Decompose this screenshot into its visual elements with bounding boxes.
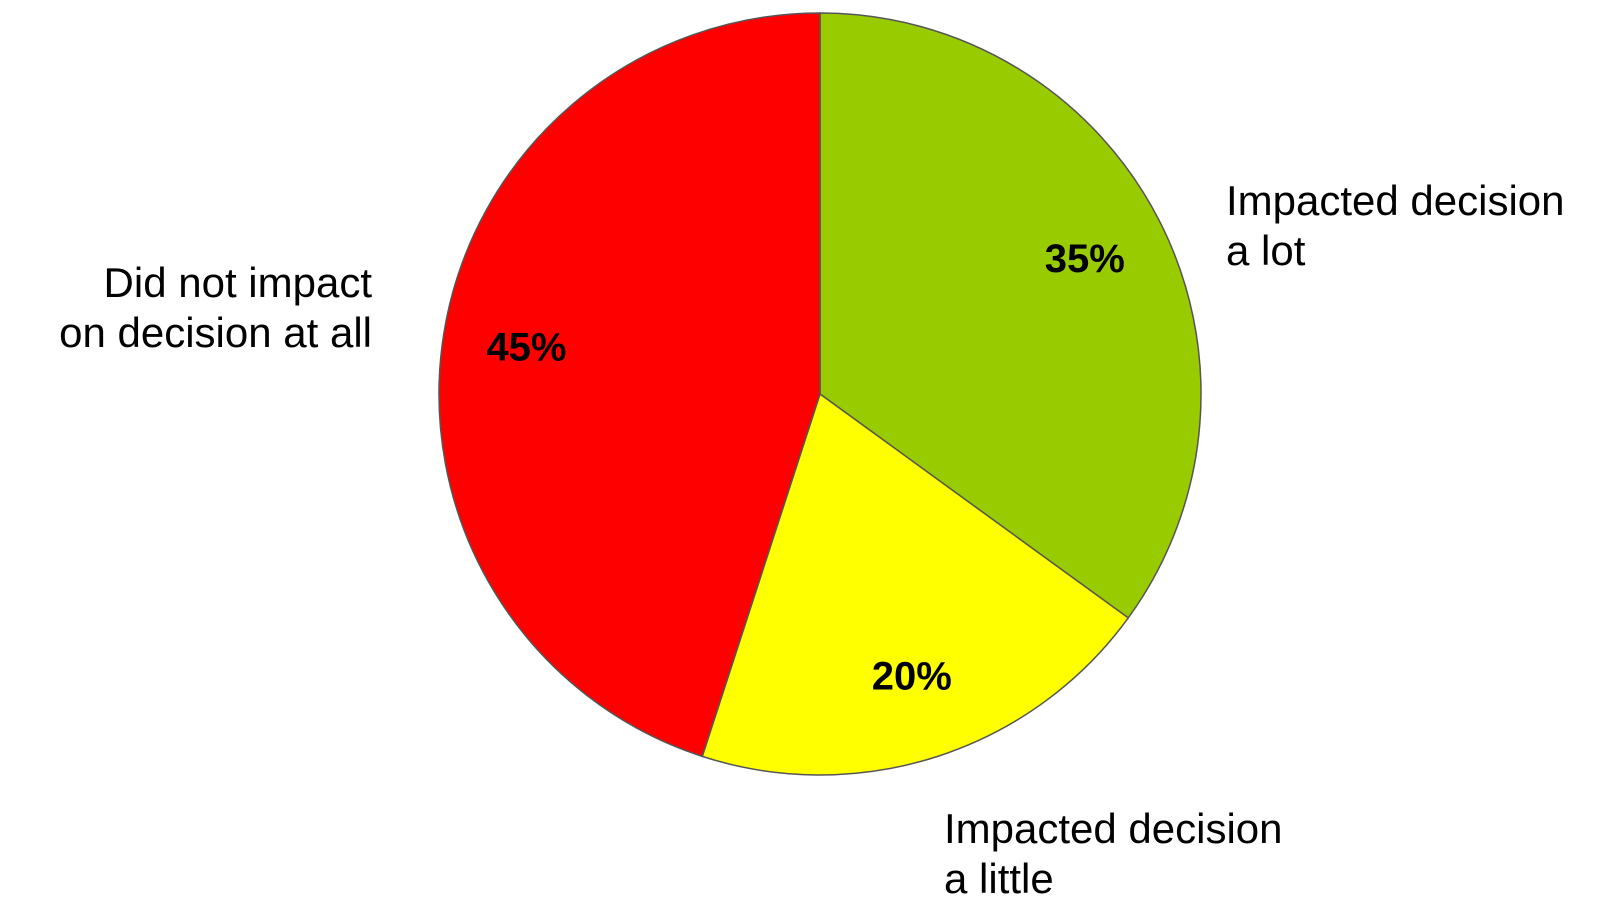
pie-value-label-lot: 35%	[1045, 237, 1125, 281]
pie-slice-lot	[819, 12, 1202, 619]
category-label-none: Did not impact on decision at all	[59, 258, 372, 357]
pie-slice-little	[701, 392, 1130, 776]
category-label-little: Impacted decision a little	[944, 804, 1283, 903]
category-label-little-line2: a little	[944, 854, 1054, 902]
pie-value-label-none: 45%	[486, 326, 566, 370]
category-label-none-line1: Did not impact	[103, 259, 372, 306]
pie-slice-none	[438, 12, 821, 758]
category-label-lot-line1: Impacted decision	[1226, 177, 1565, 224]
pie-value-label-little: 20%	[872, 655, 952, 699]
category-label-lot-line2: a lot	[1226, 226, 1306, 274]
category-label-little-line1: Impacted decision	[944, 805, 1283, 852]
category-label-none-line2: on decision at all	[59, 308, 372, 356]
category-label-lot: Impacted decision a lot	[1226, 176, 1565, 275]
